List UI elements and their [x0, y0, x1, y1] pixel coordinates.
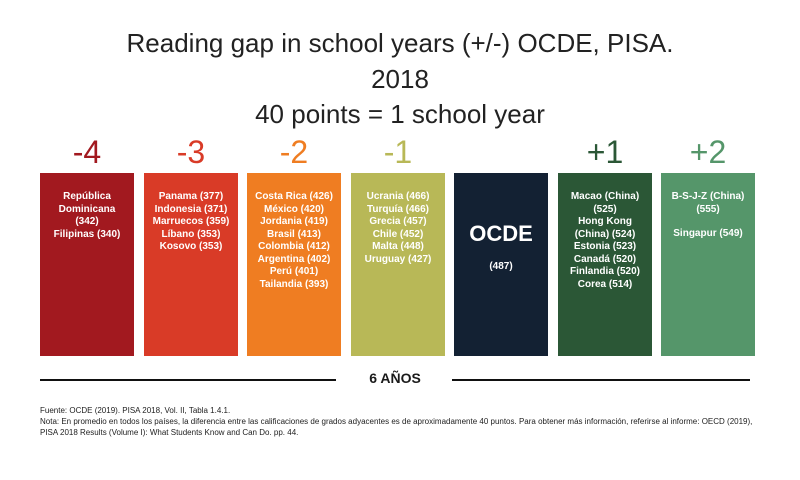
country-entry: B-S-J-Z (China): [671, 191, 745, 202]
country-group-box: Ucrania (466) Turquía (466) Grecia (457) Ch…: [351, 173, 445, 356]
span-label: 6 AÑOS: [369, 370, 421, 386]
country-entry: Grecia (457): [369, 216, 427, 227]
country-entry: Filipinas (340): [53, 228, 121, 240]
country-group-box: Macao (China) (525) Hong Kong (China) (524)…: [558, 173, 652, 356]
span-line-right: [452, 379, 750, 381]
country-group-box: B-S-J-Z (China) (555) Singapur (549): [661, 173, 755, 356]
country-entry: México (420): [263, 203, 325, 215]
country-entry: Estonia (523): [573, 241, 637, 252]
country-entry: Costa Rica (426): [255, 191, 333, 202]
footnote-source: Fuente: OCDE (2019). PISA 2018, Vol. II,…: [40, 406, 231, 415]
country-group-box: Panama (377) Indonesia (371) Marruecos (35…: [144, 173, 238, 356]
country-entry: Brasil (413): [267, 228, 321, 240]
country-entry: Singapur (549): [673, 228, 743, 239]
chart-title-line-3: 40 points = 1 school year: [255, 99, 545, 129]
country-entry: Panama (377): [158, 191, 224, 202]
country-entry: Uruguay (427): [364, 253, 432, 265]
country-entry: Kosovo (353): [159, 241, 223, 252]
country-entry: Colombia (412): [258, 241, 330, 252]
country-entry: (555): [696, 203, 720, 215]
country-group-box: Costa Rica (426) México (420) Jordania (41…: [247, 173, 341, 356]
country-entry: Perú (401): [269, 266, 319, 277]
gap-label: -3: [176, 134, 206, 170]
country-entry: Argentina (402): [257, 253, 331, 265]
country-entry: (342): [75, 216, 99, 227]
country-entry: Dominicana: [58, 203, 116, 215]
country-entry: Turquía (466): [366, 203, 430, 215]
span-line-left: [40, 379, 336, 381]
gap-label: +2: [689, 134, 727, 170]
country-entry: (China) (524): [574, 228, 636, 240]
country-entry: Finlandia (520): [569, 266, 640, 277]
country-entry: Líbano (353): [161, 228, 221, 240]
country-entry: Ucrania (466): [366, 191, 430, 202]
country-entry: Indonesia (371): [154, 203, 228, 215]
country-entry: Marruecos (359): [152, 216, 230, 227]
country-entry: Macao (China): [570, 191, 640, 202]
gap-label: +1: [586, 134, 624, 170]
chart-title-line-1: Reading gap in school years (+/-) OCDE, …: [126, 28, 674, 58]
gap-label: -1: [383, 134, 413, 170]
country-entry: Malta (448): [372, 241, 424, 252]
country-entry: República: [63, 191, 111, 202]
gap-label: -4: [72, 134, 102, 170]
country-entry: Canadá (520): [573, 253, 637, 265]
country-entry: Hong Kong: [578, 216, 632, 227]
country-entry: Chile (452): [372, 228, 424, 240]
ocde-box: OCDE (487): [454, 173, 548, 356]
country-entry: Corea (514): [577, 278, 633, 290]
country-group-box: República Dominicana (342) Filipinas (340): [40, 173, 134, 356]
country-entry: (525): [593, 203, 617, 215]
gap-label: -2: [279, 134, 309, 170]
chart-title-line-2: 2018: [371, 64, 429, 94]
footnote-note: Nota: En promedio en todos los países, l…: [40, 417, 753, 437]
line-spacer: [664, 216, 752, 228]
ocde-label: OCDE: [469, 221, 533, 246]
country-entry: Tailandia (393): [259, 278, 329, 290]
country-entry: Jordania (419): [260, 216, 328, 227]
country-entry: (487): [489, 261, 513, 272]
